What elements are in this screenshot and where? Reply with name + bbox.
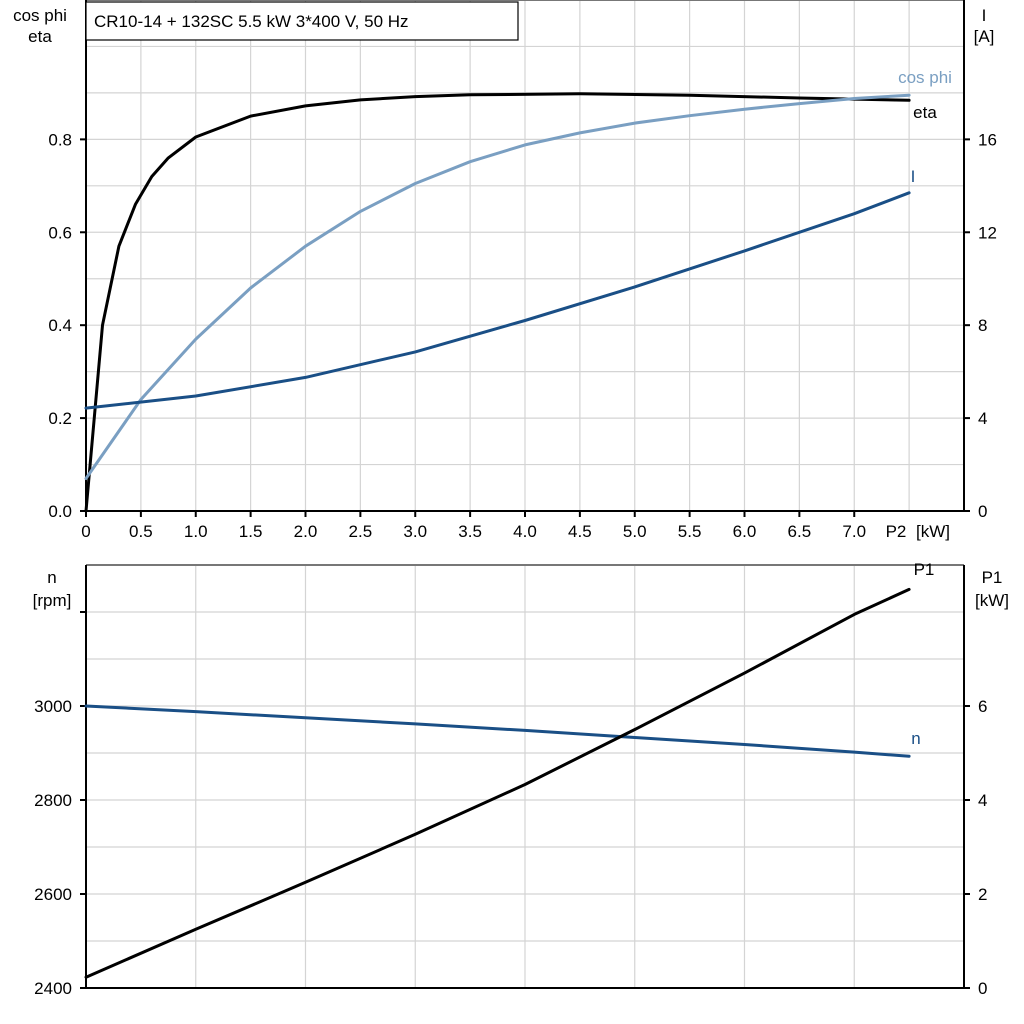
bottom-right-axis-label-2: [kW] [975, 591, 1009, 610]
x-tick-label: 0.5 [129, 522, 153, 541]
top-chart: 0.0 0.2 0.4 0.6 0.8 0 4 8 12 16 0 0.5 1.0 1.5 2.0 2.5 3.… [48, 0, 997, 541]
x-tick-label: 4.0 [513, 522, 537, 541]
y-right-tick-label: 12 [978, 223, 997, 242]
y-left-tick-label: 3000 [34, 697, 72, 716]
series-line-i [84, 191, 911, 410]
series-label-eta: eta [913, 103, 937, 122]
x-tick-label: 2.5 [349, 522, 373, 541]
top-right-axis-label-2: [A] [974, 27, 995, 46]
y-right-tick-label: 0 [978, 502, 987, 521]
y-right-tick-label: 4 [978, 409, 987, 428]
y-left-tick-label: 0.0 [48, 502, 72, 521]
y-right-tick-label: 6 [978, 697, 987, 716]
top-left-axis-label-1: cos phi [13, 6, 67, 25]
y-right-tick-label: 8 [978, 316, 987, 335]
series-line-n [84, 704, 911, 758]
y-right-tick-label: 2 [978, 885, 987, 904]
y-left-tick-label: 0.6 [48, 223, 72, 242]
y-right-tick-label: 0 [978, 979, 987, 998]
series-line-eta [84, 92, 911, 513]
series-label-cos-phi: cos phi [898, 68, 952, 87]
x-unit-label: [kW] [916, 522, 950, 541]
bottom-right-axis-label-1: P1 [982, 568, 1003, 587]
x-tick-label: 6.5 [788, 522, 812, 541]
x-tick-label: 7.0 [842, 522, 866, 541]
bottom-left-axis-label-2: [rpm] [33, 591, 72, 610]
x-tick-label: 0 [81, 522, 90, 541]
x-end-label: P2 [886, 522, 907, 541]
y-left-tick-label: 2400 [34, 979, 72, 998]
y-left-tick-label: 0.4 [48, 316, 72, 335]
bottom-chart: 2400 2600 2800 3000 0 2 4 6 [34, 564, 987, 998]
series-line-p1 [84, 587, 911, 979]
x-tick-label: 4.5 [568, 522, 592, 541]
y-left-tick-label: 0.8 [48, 130, 72, 149]
series-label-p1: P1 [914, 560, 935, 579]
chart-title: CR10-14 + 132SC 5.5 kW 3*400 V, 50 Hz [94, 12, 409, 31]
x-tick-label: 3.5 [458, 522, 482, 541]
series-label-n: n [911, 729, 920, 748]
x-tick-label: 2.0 [294, 522, 318, 541]
x-tick-label: 6.0 [733, 522, 757, 541]
x-tick-label: 1.0 [184, 522, 208, 541]
x-tick-label: 5.5 [678, 522, 702, 541]
bottom-left-axis-label-1: n [47, 568, 56, 587]
y-right-tick-label: 16 [978, 130, 997, 149]
x-tick-label: 1.5 [239, 522, 263, 541]
x-tick-label: 5.0 [623, 522, 647, 541]
y-left-tick-label: 2600 [34, 885, 72, 904]
top-right-axis-label-1: I [982, 6, 987, 25]
title-box: CR10-14 + 132SC 5.5 kW 3*400 V, 50 Hz [85, 1, 519, 41]
series-label-i: I [911, 167, 916, 186]
y-left-tick-label: 2800 [34, 791, 72, 810]
x-tick-label: 3.0 [403, 522, 427, 541]
y-left-tick-label: 0.2 [48, 409, 72, 428]
series-line-cos-phi [84, 93, 911, 480]
top-left-axis-label-2: eta [28, 27, 52, 46]
y-right-tick-label: 4 [978, 791, 987, 810]
